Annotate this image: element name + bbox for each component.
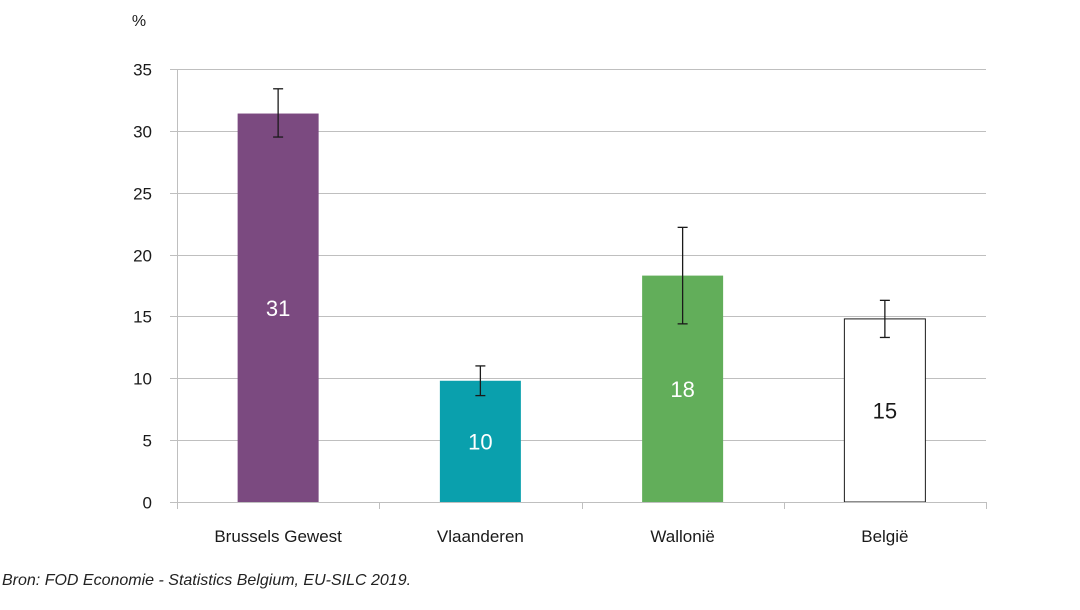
y-tick-label: 15 — [133, 308, 152, 327]
y-axis-ticks: 0 5 10 15 20 25 30 35 — [133, 61, 152, 513]
y-tick-label: 20 — [133, 247, 152, 266]
source-note: Bron: FOD Economie - Statistics Belgium,… — [2, 572, 412, 589]
x-category-label: Wallonië — [650, 527, 715, 546]
y-tick-label: 30 — [133, 123, 152, 142]
x-axis-labels: Brussels Gewest Vlaanderen Wallonië België — [214, 527, 908, 546]
data-label: 31 — [266, 296, 290, 321]
y-tick-label: 35 — [133, 61, 152, 80]
x-category-label: Vlaanderen — [437, 527, 524, 546]
y-tick-label: 25 — [133, 185, 152, 204]
data-label: 10 — [468, 429, 492, 454]
y-tick-label: 0 — [143, 494, 152, 513]
bar — [237, 113, 319, 502]
x-category-label: België — [861, 527, 908, 546]
y-tick-label: 5 — [143, 432, 152, 451]
y-tick-label: 10 — [133, 370, 152, 389]
y-unit-label: % — [132, 13, 146, 30]
x-axis — [170, 69, 987, 509]
data-label: 15 — [873, 398, 897, 423]
bars: 31 10 18 15 — [237, 88, 926, 503]
x-category-label: Brussels Gewest — [214, 527, 342, 546]
bar — [439, 380, 521, 502]
data-label: 18 — [670, 377, 694, 402]
